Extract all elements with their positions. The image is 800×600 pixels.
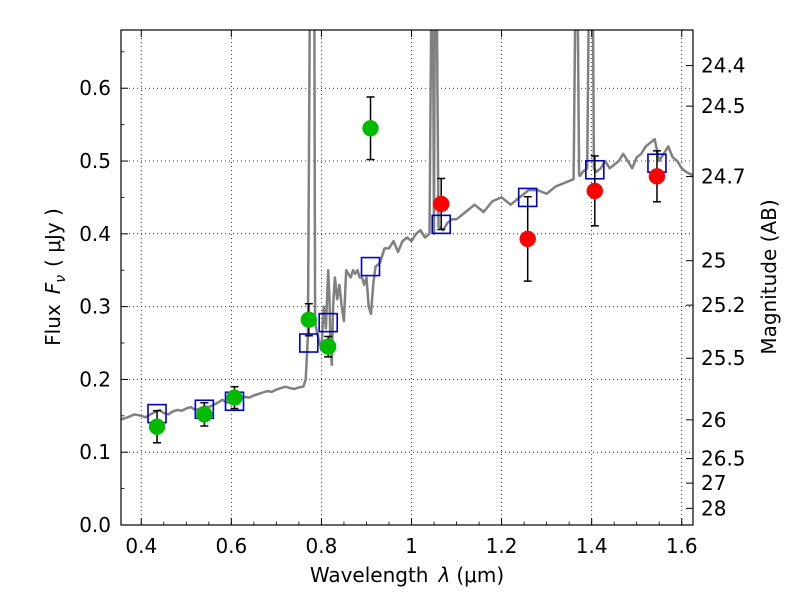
nir-observed-point bbox=[519, 230, 536, 248]
nir-observed-point bbox=[648, 168, 666, 185]
y-right-tick-label: 28 bbox=[701, 496, 726, 520]
y-right-tick-label: 25.5 bbox=[701, 346, 746, 370]
y-right-tick-label: 24.5 bbox=[701, 94, 746, 118]
y-right-tick-label: 26.5 bbox=[701, 447, 746, 471]
x-tick-label: 1.6 bbox=[666, 534, 698, 558]
series-layer bbox=[121, 30, 693, 444]
y-right-tick-label: 25.2 bbox=[701, 293, 746, 317]
x-tick-label: 1.4 bbox=[576, 534, 608, 558]
y-right-tick-label: 24.7 bbox=[701, 165, 746, 189]
ticks: 0.4 0.6 0.8 1 1.2 1.4 1.6 0.0 0.1 0.2 0.3 0.4 0.5 0.6… bbox=[79, 30, 746, 558]
y-tick-label: 0.6 bbox=[79, 76, 111, 100]
plot-area bbox=[121, 30, 693, 525]
y-axis-right-label: Magnitude (AB) bbox=[757, 199, 781, 354]
y-right-tick-label: 25 bbox=[701, 249, 726, 273]
y-right-tick-label: 27 bbox=[701, 471, 726, 495]
y-tick-label: 0.0 bbox=[79, 513, 111, 537]
x-axis-label: Wavelength λ (μm) bbox=[310, 563, 504, 587]
x-tick-label: 0.4 bbox=[125, 534, 157, 558]
model-point bbox=[360, 256, 381, 277]
x-tick-label: 0.8 bbox=[306, 534, 338, 558]
optical-observed-point bbox=[300, 311, 318, 328]
optical-observed-point bbox=[362, 120, 379, 137]
plot-frame bbox=[120, 29, 694, 526]
nir-observed-point bbox=[586, 182, 604, 200]
y-tick-label: 0.5 bbox=[79, 149, 111, 173]
optical-observed-point bbox=[226, 389, 243, 406]
y-right-tick-label: 24.4 bbox=[701, 54, 746, 78]
y-tick-label: 0.2 bbox=[79, 367, 111, 391]
x-tick-label: 0.6 bbox=[215, 534, 247, 558]
nir-observed-point bbox=[432, 195, 450, 213]
y-tick-label: 0.3 bbox=[79, 295, 111, 319]
model-point bbox=[318, 312, 338, 333]
optical-observed-point bbox=[148, 418, 166, 435]
y-tick-label: 0.4 bbox=[79, 222, 111, 246]
y-axis-label: FluxFν( μJy ) bbox=[41, 208, 69, 346]
y-right-tick-label: 26 bbox=[701, 408, 726, 432]
x-tick-label: 1.2 bbox=[486, 534, 518, 558]
x-tick-label: 1 bbox=[405, 534, 418, 558]
y-tick-label: 0.1 bbox=[79, 440, 111, 464]
optical-observed-point bbox=[319, 338, 337, 355]
optical-observed-point bbox=[196, 406, 213, 423]
